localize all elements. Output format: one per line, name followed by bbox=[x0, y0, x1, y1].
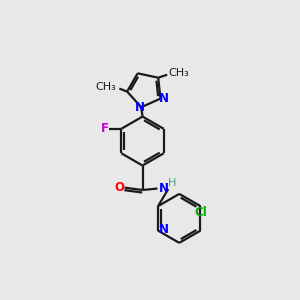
Text: N: N bbox=[158, 223, 168, 236]
Text: N: N bbox=[135, 101, 145, 114]
Text: N: N bbox=[159, 92, 169, 105]
Text: CH₃: CH₃ bbox=[95, 82, 116, 92]
Text: F: F bbox=[101, 122, 109, 135]
Text: CH₃: CH₃ bbox=[169, 68, 189, 78]
Text: O: O bbox=[115, 181, 124, 194]
Text: H: H bbox=[168, 178, 177, 188]
Text: Cl: Cl bbox=[194, 206, 207, 219]
Text: N: N bbox=[159, 182, 169, 195]
